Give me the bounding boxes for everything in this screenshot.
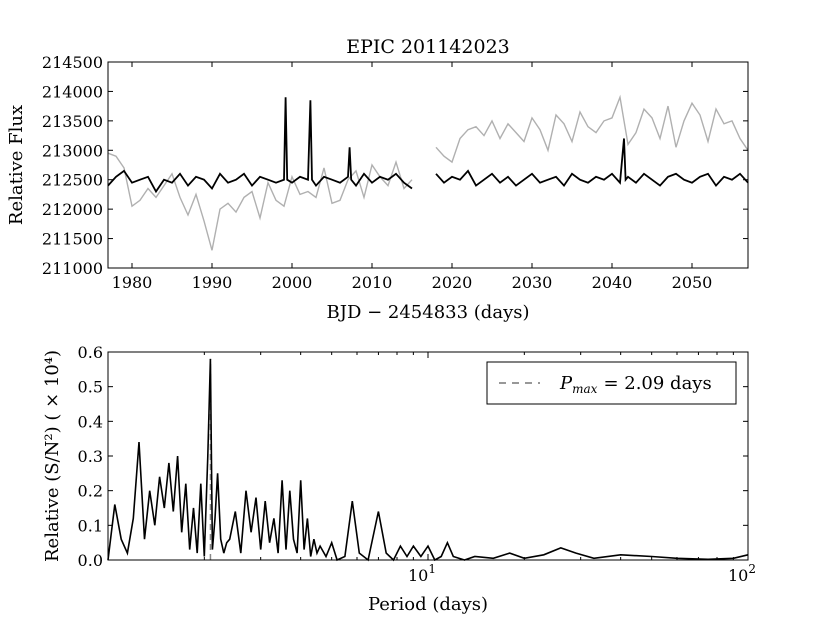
top-x-tick-label: 2020: [432, 273, 473, 292]
top-x-tick-label: 2040: [592, 273, 633, 292]
bottom-y-tick-label: 0.5: [78, 378, 103, 397]
top-y-axis-label: Relative Flux: [6, 105, 27, 225]
top-x-tick-label: 2050: [672, 273, 713, 292]
top-x-tick-label: 1990: [192, 273, 233, 292]
top-chart-title: EPIC 201142023: [346, 36, 510, 58]
top-y-tick-label: 212500: [42, 171, 103, 190]
bottom-y-tick-label: 0.0: [78, 551, 103, 570]
bottom-x-tick-exp: 1: [428, 562, 436, 576]
top-y-axis: 211000 211500 212000 212500 213000 213500 2140…: [42, 53, 748, 278]
legend-label-rest: = 2.09 days: [603, 373, 711, 394]
top-y-tick-label: 214000: [42, 82, 103, 101]
top-plot-frame: [107, 61, 749, 269]
bottom-x-tick-exp: 2: [748, 562, 756, 576]
bottom-y-tick-label: 0.2: [78, 482, 103, 501]
top-x-tick-label: 1980: [112, 273, 153, 292]
bottom-x-axis: 101 102: [203, 352, 756, 585]
top-x-axis: 1980 1990 2000 2010 2020 2030 2040 2050: [112, 62, 713, 292]
bottom-data-layer: [107, 358, 749, 562]
legend: Pmax = 2.09 days: [486, 361, 737, 405]
top-y-tick-label: 214500: [42, 53, 103, 72]
top-y-tick-label: 211000: [42, 259, 103, 278]
top-x-tick-label: 2000: [272, 273, 313, 292]
bottom-x-axis-label: Period (days): [368, 594, 488, 615]
top-y-tick-label: 213000: [42, 141, 103, 160]
bottom-y-axis-label: Relative (S/N²) ( × 10⁴): [42, 350, 63, 562]
top-data-layer: [107, 94, 749, 251]
bottom-panel: 101 102 0.00.10.20.30.40.50.6 Period (day…: [42, 343, 756, 615]
legend-label-base: P: [559, 373, 573, 394]
legend-label-sub: max: [572, 382, 598, 396]
bottom-y-tick-label: 0.6: [78, 343, 103, 362]
legend-label: Pmax = 2.09 days: [559, 373, 712, 396]
top-y-tick-label: 211500: [42, 230, 103, 249]
top-x-tick-label: 2030: [512, 273, 553, 292]
bottom-x-tick-base: 10: [728, 566, 748, 585]
bottom-y-tick-label: 0.1: [78, 516, 103, 535]
bottom-y-tick-label: 0.3: [78, 447, 103, 466]
bottom-y-tick-label: 0.4: [78, 412, 103, 431]
bottom-x-tick-label: 101: [408, 562, 436, 585]
top-panel: EPIC 201142023 1980 1990 2000 2010 2020 2030 2…: [6, 36, 749, 323]
top-series-0-segment-1: [435, 94, 749, 164]
bottom-y-axis: 0.0 0.1 0.2 0.3 0.4 0.5 0.6: [78, 343, 748, 570]
periodogram-line: [107, 358, 749, 562]
top-y-tick-label: 212000: [42, 200, 103, 219]
top-x-axis-label: BJD − 2454833 (days): [327, 302, 530, 323]
top-y-tick-label: 213500: [42, 112, 103, 131]
top-x-tick-label: 2010: [352, 273, 393, 292]
top-series-1-segment-0: [107, 97, 413, 194]
top-series-0-segment-0: [107, 152, 413, 251]
top-series-1-segment-1: [435, 138, 749, 188]
bottom-x-tick-label: 102: [728, 562, 756, 585]
bottom-x-tick-base: 10: [408, 566, 428, 585]
